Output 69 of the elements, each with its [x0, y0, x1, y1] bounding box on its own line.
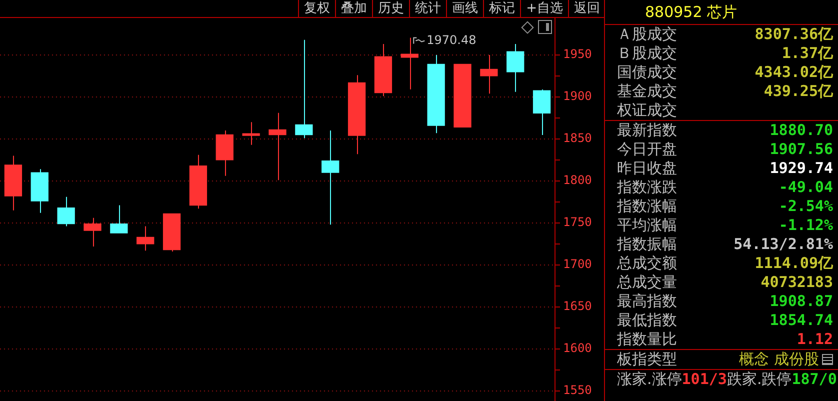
text: 1880.70 — [770, 121, 833, 140]
text: Ａ股成交 — [617, 25, 677, 44]
text: 880952 芯片 — [605, 0, 838, 25]
text: -49.04 — [778, 178, 833, 197]
text: -2.54% — [778, 197, 833, 216]
text: 平均涨幅 — [617, 216, 677, 235]
y-tick-label: 1750 — [563, 215, 592, 230]
text: 1907.56 — [770, 140, 833, 159]
text: 总成交量 — [617, 273, 677, 292]
candlestick — [506, 44, 524, 92]
y-tick-label: 1900 — [563, 89, 592, 104]
text: 指数涨幅 — [617, 197, 677, 216]
candlestick — [295, 39, 313, 139]
text: 54.13/2.81% — [734, 235, 833, 254]
candlestick — [322, 130, 340, 226]
text: 画线 — [446, 0, 484, 17]
text: 国债成交 — [617, 63, 677, 82]
candlestick — [57, 196, 75, 227]
text: 101/3 — [682, 370, 727, 388]
text: 439.25亿 — [764, 82, 833, 101]
text: 总成交额 — [617, 254, 677, 273]
y-tick-label: 1600 — [563, 341, 592, 356]
text: 昨日收盘 — [617, 159, 677, 178]
text: 指数涨跌 — [617, 178, 677, 197]
text: 4343.02亿 — [754, 63, 833, 82]
text: 概念 成份股 — [739, 350, 820, 369]
text: 1.12 — [796, 330, 833, 349]
text: 返回 — [568, 0, 605, 17]
text: 今日开盘 — [617, 140, 677, 159]
text: 187/0 — [792, 370, 837, 388]
candlestick — [268, 112, 286, 181]
candlestick — [84, 217, 102, 247]
candlestick — [532, 89, 551, 136]
text: 1.37亿 — [782, 44, 833, 63]
text: 跌家.跌停 — [726, 370, 792, 388]
text: 涨家.涨停 — [617, 370, 682, 388]
text: 板指类型 — [617, 350, 677, 369]
y-tick-label: 1550 — [563, 383, 592, 398]
text: 权证成交 — [617, 101, 677, 120]
y-tick-label: 1650 — [563, 299, 592, 314]
text: 最低指数 — [617, 311, 677, 330]
text: +自选 — [520, 0, 568, 17]
y-tick-label: 1850 — [563, 131, 592, 146]
text: 标记 — [483, 0, 520, 17]
candlestick — [136, 226, 154, 252]
text: 历史 — [372, 0, 410, 17]
text: 叠加 — [335, 0, 372, 17]
text: 1854.74 — [770, 311, 833, 330]
text: 统计 — [409, 0, 446, 17]
candlestick — [480, 54, 498, 94]
y-tick-label: 1800 — [563, 173, 592, 188]
candlestick — [242, 122, 260, 146]
text: 最高指数 — [617, 292, 677, 311]
y-tick-label: 1950 — [563, 47, 592, 62]
y-tick-label: 1700 — [563, 257, 592, 272]
text: Ｂ股成交 — [617, 44, 677, 63]
text: 1908.87 — [770, 292, 833, 311]
text: 基金成交 — [617, 82, 677, 101]
text: 指数振幅 — [617, 235, 677, 254]
text: 最新指数 — [617, 121, 677, 140]
text: 指数量比 — [617, 330, 677, 349]
text: -1.12% — [778, 216, 833, 235]
annotation: 1970.48 — [426, 32, 476, 47]
text: 1929.74 — [770, 159, 833, 178]
text: 复权 — [298, 0, 336, 17]
text: 1114.09亿 — [754, 254, 833, 273]
text: 8307.36亿 — [754, 25, 833, 44]
candlestick — [110, 204, 128, 234]
text: 40732183 — [760, 273, 833, 292]
